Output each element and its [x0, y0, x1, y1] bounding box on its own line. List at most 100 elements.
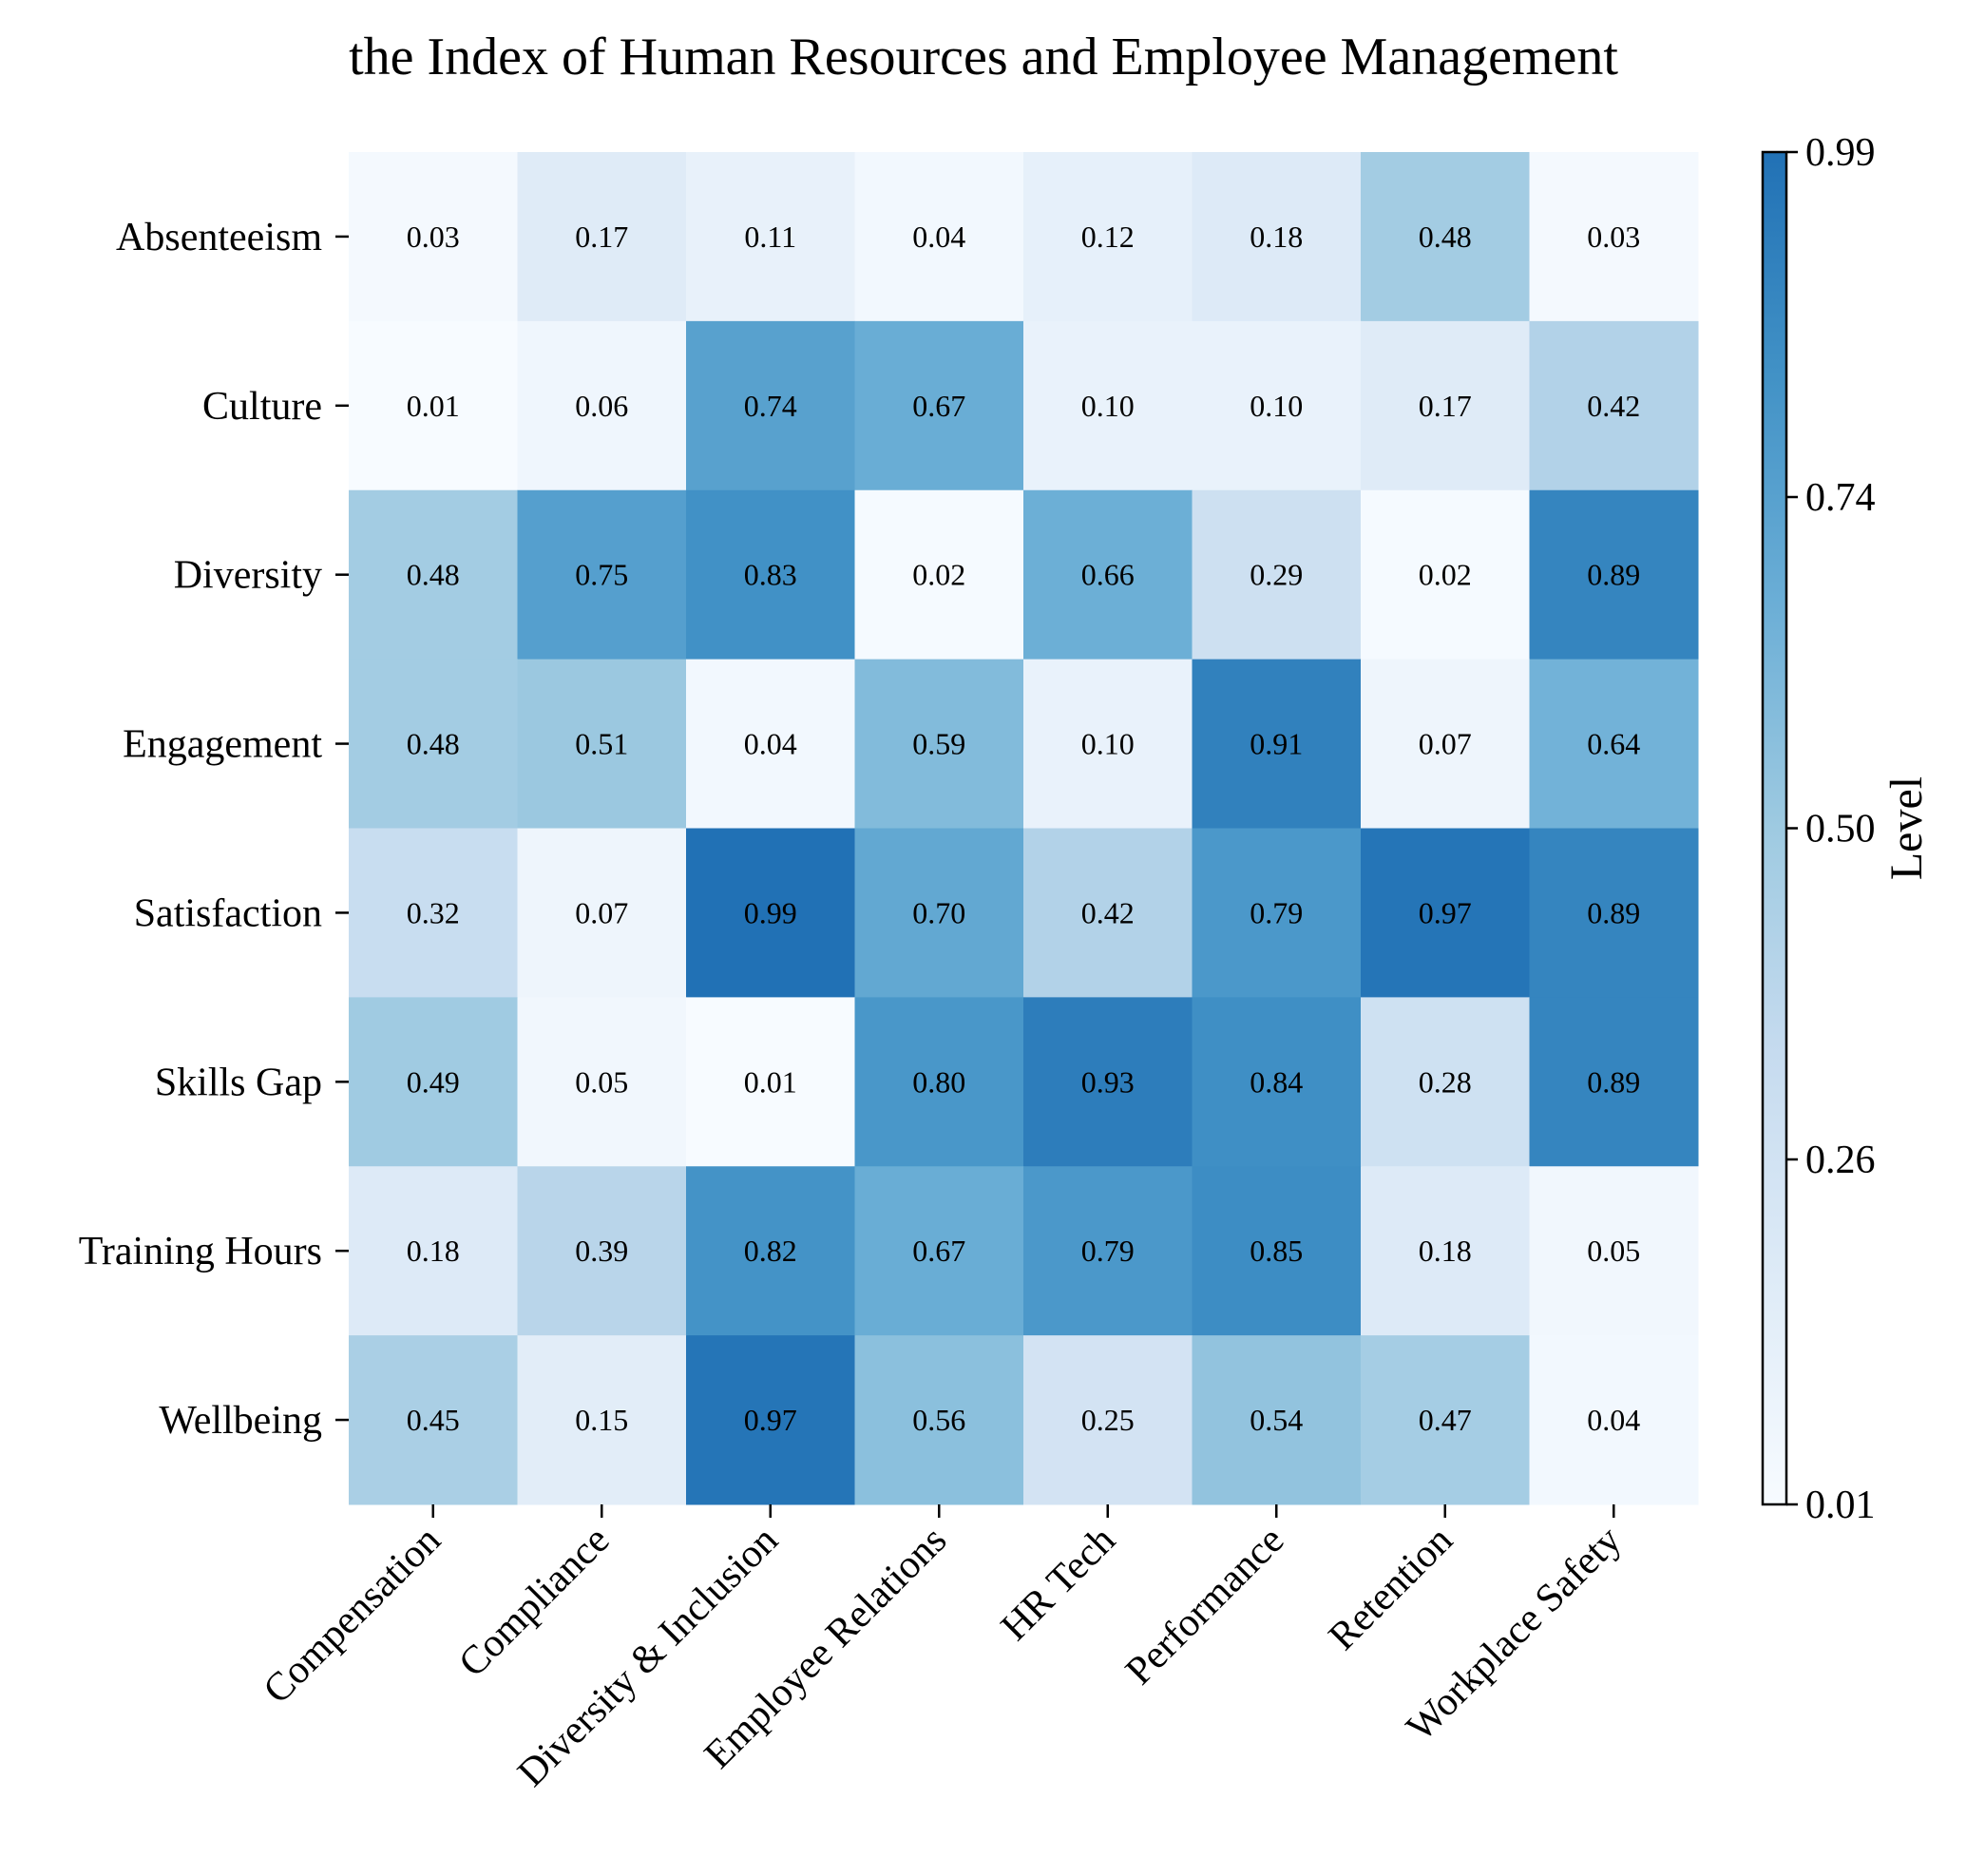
- heatmap-cell: [349, 828, 518, 998]
- heatmap-cell: [854, 152, 1024, 322]
- cell-value-label: 0.07: [1419, 727, 1472, 761]
- cell-value-label: 0.02: [912, 558, 965, 592]
- colorbar-gradient: [1761, 150, 1788, 1506]
- cell-value-label: 0.79: [1250, 895, 1303, 929]
- colorbar-tick-label: 0.74: [1805, 476, 1876, 520]
- heatmap-cell: [1192, 828, 1362, 998]
- cell-value-label: 0.64: [1587, 727, 1640, 761]
- cell-value-label: 0.97: [744, 1403, 797, 1437]
- cell-value-label: 0.39: [575, 1234, 628, 1268]
- cell-value-label: 0.97: [1419, 895, 1472, 929]
- cell-value-label: 0.03: [1587, 220, 1640, 254]
- heatmap-cell: [517, 1166, 687, 1336]
- cell-value-label: 0.32: [407, 895, 460, 929]
- heatmap-cell: [1361, 489, 1530, 660]
- cell-value-label: 0.67: [912, 389, 965, 423]
- heatmap-cell: [1023, 152, 1193, 322]
- cell-value-label: 0.06: [575, 389, 628, 423]
- cell-value-label: 0.18: [1250, 220, 1303, 254]
- x-tick-label: HR Tech: [993, 1519, 1124, 1650]
- cell-value-label: 0.93: [1081, 1064, 1135, 1099]
- heatmap-cell: [1529, 659, 1699, 829]
- y-tick-label: Engagement: [123, 723, 322, 767]
- heatmap-cell: [1023, 320, 1193, 491]
- cell-value-label: 0.82: [744, 1234, 797, 1268]
- cell-value-label: 0.11: [744, 220, 796, 254]
- cell-value-label: 0.42: [1081, 895, 1135, 929]
- heatmap-cell: [1023, 659, 1193, 829]
- cell-value-label: 0.01: [407, 389, 460, 423]
- cell-value-label: 0.75: [575, 558, 628, 592]
- heatmap-cell: [1023, 489, 1193, 660]
- cell-value-label: 0.05: [575, 1064, 628, 1099]
- heatmap-cell: [517, 152, 687, 322]
- cell-value-label: 0.48: [407, 727, 460, 761]
- colorbar-tick-label: 0.26: [1805, 1139, 1876, 1182]
- heatmap-cell: [854, 1166, 1024, 1336]
- heatmap-cell: [854, 828, 1024, 998]
- heatmap-cell: [686, 997, 855, 1167]
- cell-value-label: 0.04: [1587, 1403, 1640, 1437]
- y-tick-label: Satisfaction: [134, 891, 322, 935]
- cell-value-label: 0.89: [1587, 558, 1640, 592]
- colorbar-label: Level: [1881, 776, 1932, 880]
- colorbar-tick-label: 0.99: [1805, 131, 1876, 175]
- heatmap-cell: [1529, 828, 1699, 998]
- y-tick-label: Training Hours: [79, 1230, 322, 1273]
- heatmap-cell: [517, 997, 687, 1167]
- colorbar-tick-label: 0.01: [1805, 1484, 1876, 1527]
- colorbar-tick-label: 0.50: [1805, 808, 1876, 852]
- heatmap-cell: [686, 659, 855, 829]
- heatmap-cell: [1023, 1335, 1193, 1505]
- heatmap-cell: [349, 152, 518, 322]
- cell-value-label: 0.89: [1587, 895, 1640, 929]
- cell-value-label: 0.51: [575, 727, 628, 761]
- cell-value-label: 0.17: [575, 220, 628, 254]
- cell-value-label: 0.80: [912, 1064, 965, 1099]
- cell-value-label: 0.49: [407, 1064, 460, 1099]
- heatmap-cell: [686, 320, 855, 491]
- heatmap-cell: [1192, 489, 1362, 660]
- heatmap-cell: [1361, 320, 1530, 491]
- cell-value-label: 0.04: [912, 220, 965, 254]
- heatmap-cell: [1192, 152, 1362, 322]
- heatmap-cell: [349, 489, 518, 660]
- y-tick-label: Absenteeism: [116, 216, 322, 259]
- cell-value-label: 0.74: [744, 389, 797, 423]
- heatmap-cell: [1192, 1335, 1362, 1505]
- heatmap-cell: [1023, 1166, 1193, 1336]
- cell-value-labels: 0.03 0.17 0.11 0.04 0.12 0.18 0.48 0.03 0.01 0.06…: [407, 220, 1641, 1437]
- x-tick-label: Retention: [1321, 1519, 1461, 1659]
- cell-value-label: 0.18: [407, 1234, 460, 1268]
- heatmap-cell: [854, 320, 1024, 491]
- heatmap-cell: [1192, 320, 1362, 491]
- colorbar: 0.01 0.26 0.50 0.74 0.99 Level: [1761, 131, 1932, 1527]
- heatmap-cell: [349, 659, 518, 829]
- cell-value-label: 0.28: [1419, 1064, 1472, 1099]
- y-tick-label: Diversity: [174, 554, 322, 598]
- cell-value-label: 0.18: [1419, 1234, 1472, 1268]
- cell-value-label: 0.42: [1587, 389, 1640, 423]
- cell-value-label: 0.45: [407, 1403, 460, 1437]
- cell-value-label: 0.02: [1419, 558, 1472, 592]
- heatmap-cell: [854, 997, 1024, 1167]
- cell-value-label: 0.89: [1587, 1064, 1640, 1099]
- heatmap-cell: [349, 1335, 518, 1505]
- cell-value-label: 0.56: [912, 1403, 965, 1437]
- heatmap-cell: [686, 1166, 855, 1336]
- cell-value-label: 0.91: [1250, 727, 1303, 761]
- x-tick-label: Compensation: [256, 1519, 449, 1713]
- heatmap-cell: [349, 320, 518, 491]
- cell-value-label: 0.15: [575, 1403, 628, 1437]
- y-tick-label: Culture: [202, 385, 322, 429]
- heatmap-cell: [686, 828, 855, 998]
- cell-value-label: 0.79: [1081, 1234, 1135, 1268]
- cell-value-label: 0.01: [744, 1064, 797, 1099]
- cell-value-label: 0.10: [1250, 389, 1303, 423]
- cell-value-label: 0.25: [1081, 1403, 1135, 1437]
- cell-value-label: 0.67: [912, 1234, 965, 1268]
- cell-value-label: 0.85: [1250, 1234, 1303, 1268]
- cell-value-label: 0.04: [744, 727, 797, 761]
- heatmap-cell: [1361, 659, 1530, 829]
